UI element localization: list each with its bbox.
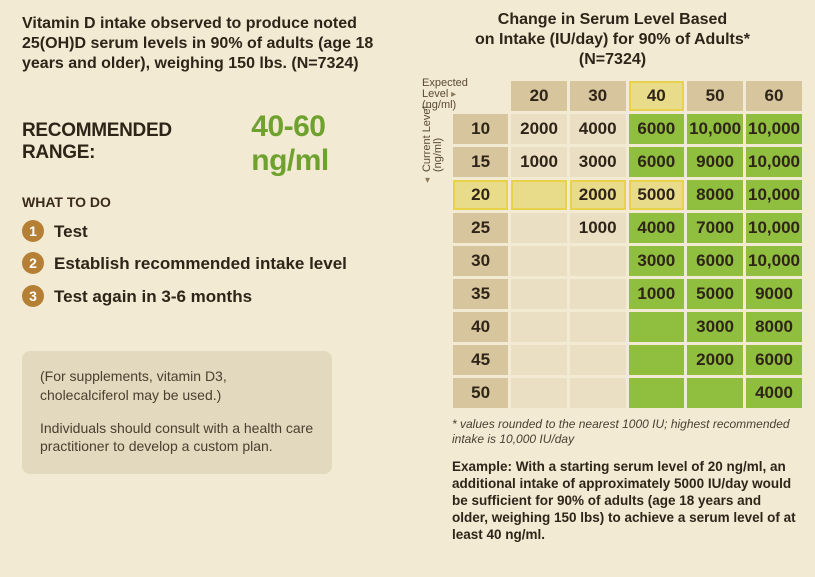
table-cell: 3000 <box>629 246 685 276</box>
table-cell <box>570 312 626 342</box>
table-cell <box>511 246 567 276</box>
table-cell: 10,000 <box>746 180 802 210</box>
table-cell <box>629 312 685 342</box>
table-cell <box>511 345 567 375</box>
table-cell: 2000 <box>687 345 743 375</box>
table-cell <box>629 345 685 375</box>
chart-title-line: Change in Serum Level Based <box>498 11 727 28</box>
table-cell: 1000 <box>570 213 626 243</box>
row-header: 40 <box>453 312 508 342</box>
chart-example: Example: With a starting serum level of … <box>452 459 797 543</box>
row-header: 15 <box>453 147 508 177</box>
table-cell: 5000 <box>629 180 685 210</box>
table-cell: 10,000 <box>746 147 802 177</box>
right-column: Change in Serum Level Based on Intake (I… <box>420 10 805 543</box>
column-header: 50 <box>687 81 743 111</box>
step-number-badge: 3 <box>22 285 44 307</box>
table-cell: 10,000 <box>746 246 802 276</box>
table-cell <box>687 378 743 408</box>
table-cell: 3000 <box>687 312 743 342</box>
row-header: 45 <box>453 345 508 375</box>
step-number-badge: 2 <box>22 252 44 274</box>
table-cell <box>511 213 567 243</box>
table-cell <box>570 378 626 408</box>
table-cell <box>570 345 626 375</box>
row-header: 25 <box>453 213 508 243</box>
table-cell: 4000 <box>746 378 802 408</box>
table-cell: 4000 <box>629 213 685 243</box>
step-number-badge: 1 <box>22 220 44 242</box>
table-cell <box>511 378 567 408</box>
axis-label-text: Current Level(ng/ml) <box>422 106 444 172</box>
table-cell <box>511 180 567 210</box>
column-header: 40 <box>629 81 685 111</box>
step-text: Test again in 3-6 months <box>54 285 252 307</box>
intake-table: 20304050601020004000600010,00010,0001510… <box>450 78 805 411</box>
left-column: Vitamin D intake observed to produce not… <box>22 14 402 474</box>
table-cell <box>511 279 567 309</box>
table-cell: 6000 <box>746 345 802 375</box>
table-cell: 10,000 <box>746 114 802 144</box>
row-header: 35 <box>453 279 508 309</box>
table-cell: 1000 <box>511 147 567 177</box>
chart-title-line: on Intake (IU/day) for 90% of Adults* <box>475 31 750 48</box>
what-to-do-heading: WHAT TO DO <box>22 194 402 210</box>
table-cell: 7000 <box>687 213 743 243</box>
table-cell: 6000 <box>629 147 685 177</box>
row-header: 20 <box>453 180 508 210</box>
table-cell: 6000 <box>687 246 743 276</box>
column-header: 20 <box>511 81 567 111</box>
table-cell: 5000 <box>687 279 743 309</box>
table-cell <box>511 312 567 342</box>
row-header: 30 <box>453 246 508 276</box>
row-header: 50 <box>453 378 508 408</box>
table-cell: 4000 <box>570 114 626 144</box>
table-cell: 8000 <box>687 180 743 210</box>
chart-footnote: * values rounded to the nearest 1000 IU;… <box>452 417 792 447</box>
step-text: Establish recommended intake level <box>54 252 347 274</box>
column-header: 60 <box>746 81 802 111</box>
table-cell: 8000 <box>746 312 802 342</box>
table-cell <box>629 378 685 408</box>
table-cell: 10,000 <box>746 213 802 243</box>
table-cell <box>570 279 626 309</box>
table-cell: 2000 <box>511 114 567 144</box>
step-text: Test <box>54 220 88 242</box>
chart-title: Change in Serum Level Based on Intake (I… <box>420 10 805 70</box>
column-header: 30 <box>570 81 626 111</box>
chart-wrapper: Expected Level ▸ (ng/ml) Current Level(n… <box>420 78 805 411</box>
recommended-range-label: RECOMMENDED RANGE: <box>22 120 237 164</box>
note-paragraph: (For supplements, vitamin D3, cholecalci… <box>40 367 314 405</box>
chart-title-line: (N=7324) <box>579 51 646 68</box>
table-cell: 3000 <box>570 147 626 177</box>
recommended-range-row: RECOMMENDED RANGE: 40-60 ng/ml <box>22 110 402 178</box>
step-item: 1 Test <box>22 220 402 242</box>
intro-paragraph: Vitamin D intake observed to produce not… <box>22 14 402 74</box>
table-cell <box>570 246 626 276</box>
table-cell: 9000 <box>746 279 802 309</box>
axis-label-text: Expected Level <box>422 77 468 100</box>
table-cell: 9000 <box>687 147 743 177</box>
table-cell: 6000 <box>629 114 685 144</box>
arrow-down-icon: ▾ <box>422 175 433 186</box>
step-item: 2 Establish recommended intake level <box>22 252 402 274</box>
note-box: (For supplements, vitamin D3, cholecalci… <box>22 351 332 475</box>
steps-list: 1 Test 2 Establish recommended intake le… <box>22 220 402 307</box>
recommended-range-value: 40-60 ng/ml <box>251 110 402 178</box>
table-cell: 10,000 <box>687 114 743 144</box>
table-cell: 2000 <box>570 180 626 210</box>
step-item: 3 Test again in 3-6 months <box>22 285 402 307</box>
row-header: 10 <box>453 114 508 144</box>
axis-label-current: Current Level(ng/ml) ▾ <box>422 106 440 186</box>
note-paragraph: Individuals should consult with a health… <box>40 419 314 457</box>
table-cell: 1000 <box>629 279 685 309</box>
